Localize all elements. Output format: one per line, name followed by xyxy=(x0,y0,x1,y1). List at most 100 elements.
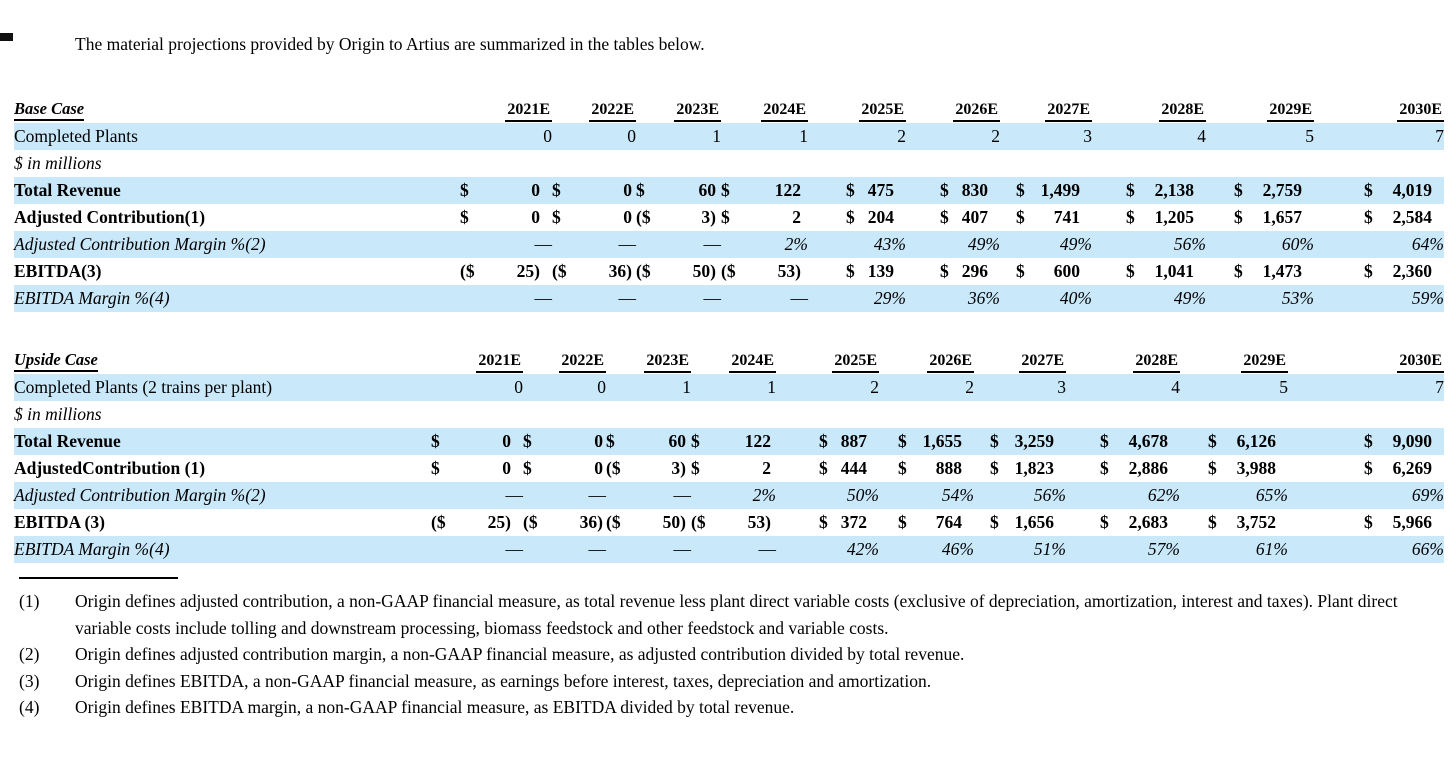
money-value: 2,584 xyxy=(1392,207,1432,227)
percent-cell: 69% xyxy=(1288,482,1444,509)
money-cell: ($ 53) xyxy=(691,509,776,536)
footnote-item: (2) Origin defines adjusted contribution… xyxy=(19,641,1440,668)
money-cell: $475 xyxy=(808,177,906,204)
money-box: $0 xyxy=(523,431,603,452)
money-box: $2,759 xyxy=(1234,180,1302,201)
percent-cell: 49% xyxy=(1000,231,1092,258)
row-label-cell: EBITDA(3) xyxy=(14,258,454,285)
year-header: 2023E xyxy=(644,352,691,373)
plants-value-cell: 2 xyxy=(776,374,879,401)
money-cell: $407 xyxy=(906,204,1000,231)
percent-cell: 66% xyxy=(1288,536,1444,563)
plants-value-cell: 1 xyxy=(636,123,721,150)
plants-value: 7 xyxy=(1435,126,1444,146)
money-prefix: $ xyxy=(1100,431,1109,451)
money-value: 2,886 xyxy=(1128,458,1168,478)
money-cell: $1,041 xyxy=(1092,258,1206,285)
money-cell: $6,269 xyxy=(1288,455,1444,482)
year-header-cell: 2028E xyxy=(1066,336,1180,374)
money-value: 1,205 xyxy=(1154,207,1194,227)
plants-value: 2 xyxy=(991,126,1000,146)
plants-value-cell: 4 xyxy=(1066,374,1180,401)
dash-value: — xyxy=(588,539,607,559)
dash-value: — xyxy=(673,485,692,505)
money-prefix: ($ xyxy=(460,261,475,281)
dash-value: — xyxy=(673,539,692,559)
money-cell: $4,019 xyxy=(1314,177,1444,204)
year-header: 2026E xyxy=(927,352,974,373)
money-prefix: $ xyxy=(523,431,532,451)
money-box: $2,138 xyxy=(1126,180,1194,201)
money-cell: $296 xyxy=(906,258,1000,285)
money-box: $830 xyxy=(940,180,988,201)
money-value: 2,683 xyxy=(1128,512,1168,532)
row-label: EBITDA Margin %(4) xyxy=(14,539,170,559)
money-value: 764 xyxy=(935,512,962,532)
footnote-number: (2) xyxy=(19,644,40,664)
money-cell: $2 xyxy=(691,455,776,482)
year-header: 2028E xyxy=(1159,101,1206,122)
year-header: 2025E xyxy=(859,101,906,122)
data-row: EBITDA (3) ($ 25) ($ 36) ($ 50) ($ 53) $372 $764 $1… xyxy=(14,509,1444,536)
year-header-cell: 2022E xyxy=(552,85,636,123)
money-value: 888 xyxy=(935,458,962,478)
money-box: $2,584 xyxy=(1364,207,1432,228)
row-label-cell: AdjustedContribution (1) xyxy=(14,455,428,482)
plants-value: 0 xyxy=(597,377,606,397)
plants-value: 4 xyxy=(1197,126,1206,146)
footnote-item: (3) Origin defines EBITDA, a non-GAAP fi… xyxy=(19,668,1440,695)
percent-value: 64% xyxy=(1411,234,1444,254)
dash-cell: — xyxy=(454,285,552,312)
percent-value: 49% xyxy=(967,234,1000,254)
percent-cell: 60% xyxy=(1206,231,1314,258)
money-value: 4,019 xyxy=(1392,180,1432,200)
year-header-cell: 2030E xyxy=(1314,85,1444,123)
money-value: 9,090 xyxy=(1392,431,1432,451)
unit-note-cell: $ in millions xyxy=(14,150,1444,177)
money-box: ($ 50) xyxy=(636,261,716,282)
money-cell: ($ 50) xyxy=(636,258,721,285)
percent-value: 43% xyxy=(873,234,906,254)
year-header: 2023E xyxy=(674,101,721,122)
year-header: 2022E xyxy=(589,101,636,122)
money-value: 50) xyxy=(662,512,686,532)
money-value: 2 xyxy=(792,207,801,227)
money-box: $1,655 xyxy=(898,431,962,452)
money-box: $0 xyxy=(523,458,603,479)
money-value: 2,360 xyxy=(1392,261,1432,281)
case-title-cell: Upside Case xyxy=(14,336,428,374)
year-header: 2027E xyxy=(1019,352,1066,373)
percent-value: 69% xyxy=(1411,485,1444,505)
base-case-section: Base Case 2021E 2022E 2023E 2024E 2025E 2026E 2… xyxy=(14,85,1456,312)
percent-cell: 65% xyxy=(1180,482,1288,509)
money-prefix: $ xyxy=(1364,458,1373,478)
percent-value: 65% xyxy=(1255,485,1288,505)
money-cell: $3,988 xyxy=(1180,455,1288,482)
year-header-cell: 2026E xyxy=(879,336,974,374)
money-cell: $5,966 xyxy=(1288,509,1444,536)
footnote-text: Origin defines adjusted contribution, a … xyxy=(75,591,1398,638)
money-prefix: $ xyxy=(846,180,855,200)
row-label: Completed Plants xyxy=(14,126,138,146)
money-value: 6,269 xyxy=(1392,458,1432,478)
money-prefix: $ xyxy=(1208,512,1217,532)
footnote-item: (1) Origin defines adjusted contribution… xyxy=(19,588,1440,641)
money-prefix: $ xyxy=(1364,261,1373,281)
money-value: 372 xyxy=(840,512,867,532)
money-cell: $2,886 xyxy=(1066,455,1180,482)
money-value: 50) xyxy=(692,261,716,281)
money-prefix: ($ xyxy=(721,261,736,281)
row-label-cell: Total Revenue xyxy=(14,428,428,455)
money-value: 444 xyxy=(840,458,867,478)
money-box: $888 xyxy=(898,458,962,479)
money-prefix: $ xyxy=(606,431,615,451)
percent-cell: 54% xyxy=(879,482,974,509)
money-prefix: $ xyxy=(990,512,999,532)
money-box: $764 xyxy=(898,512,962,533)
money-value: 1,656 xyxy=(1014,512,1054,532)
percent-value: 49% xyxy=(1059,234,1092,254)
upside-case-table: Upside Case 2021E 2022E 2023E 2024E 2025E 2026… xyxy=(14,336,1444,563)
plants-value: 1 xyxy=(682,377,691,397)
money-prefix: $ xyxy=(1016,261,1025,281)
money-cell: $0 xyxy=(523,455,606,482)
